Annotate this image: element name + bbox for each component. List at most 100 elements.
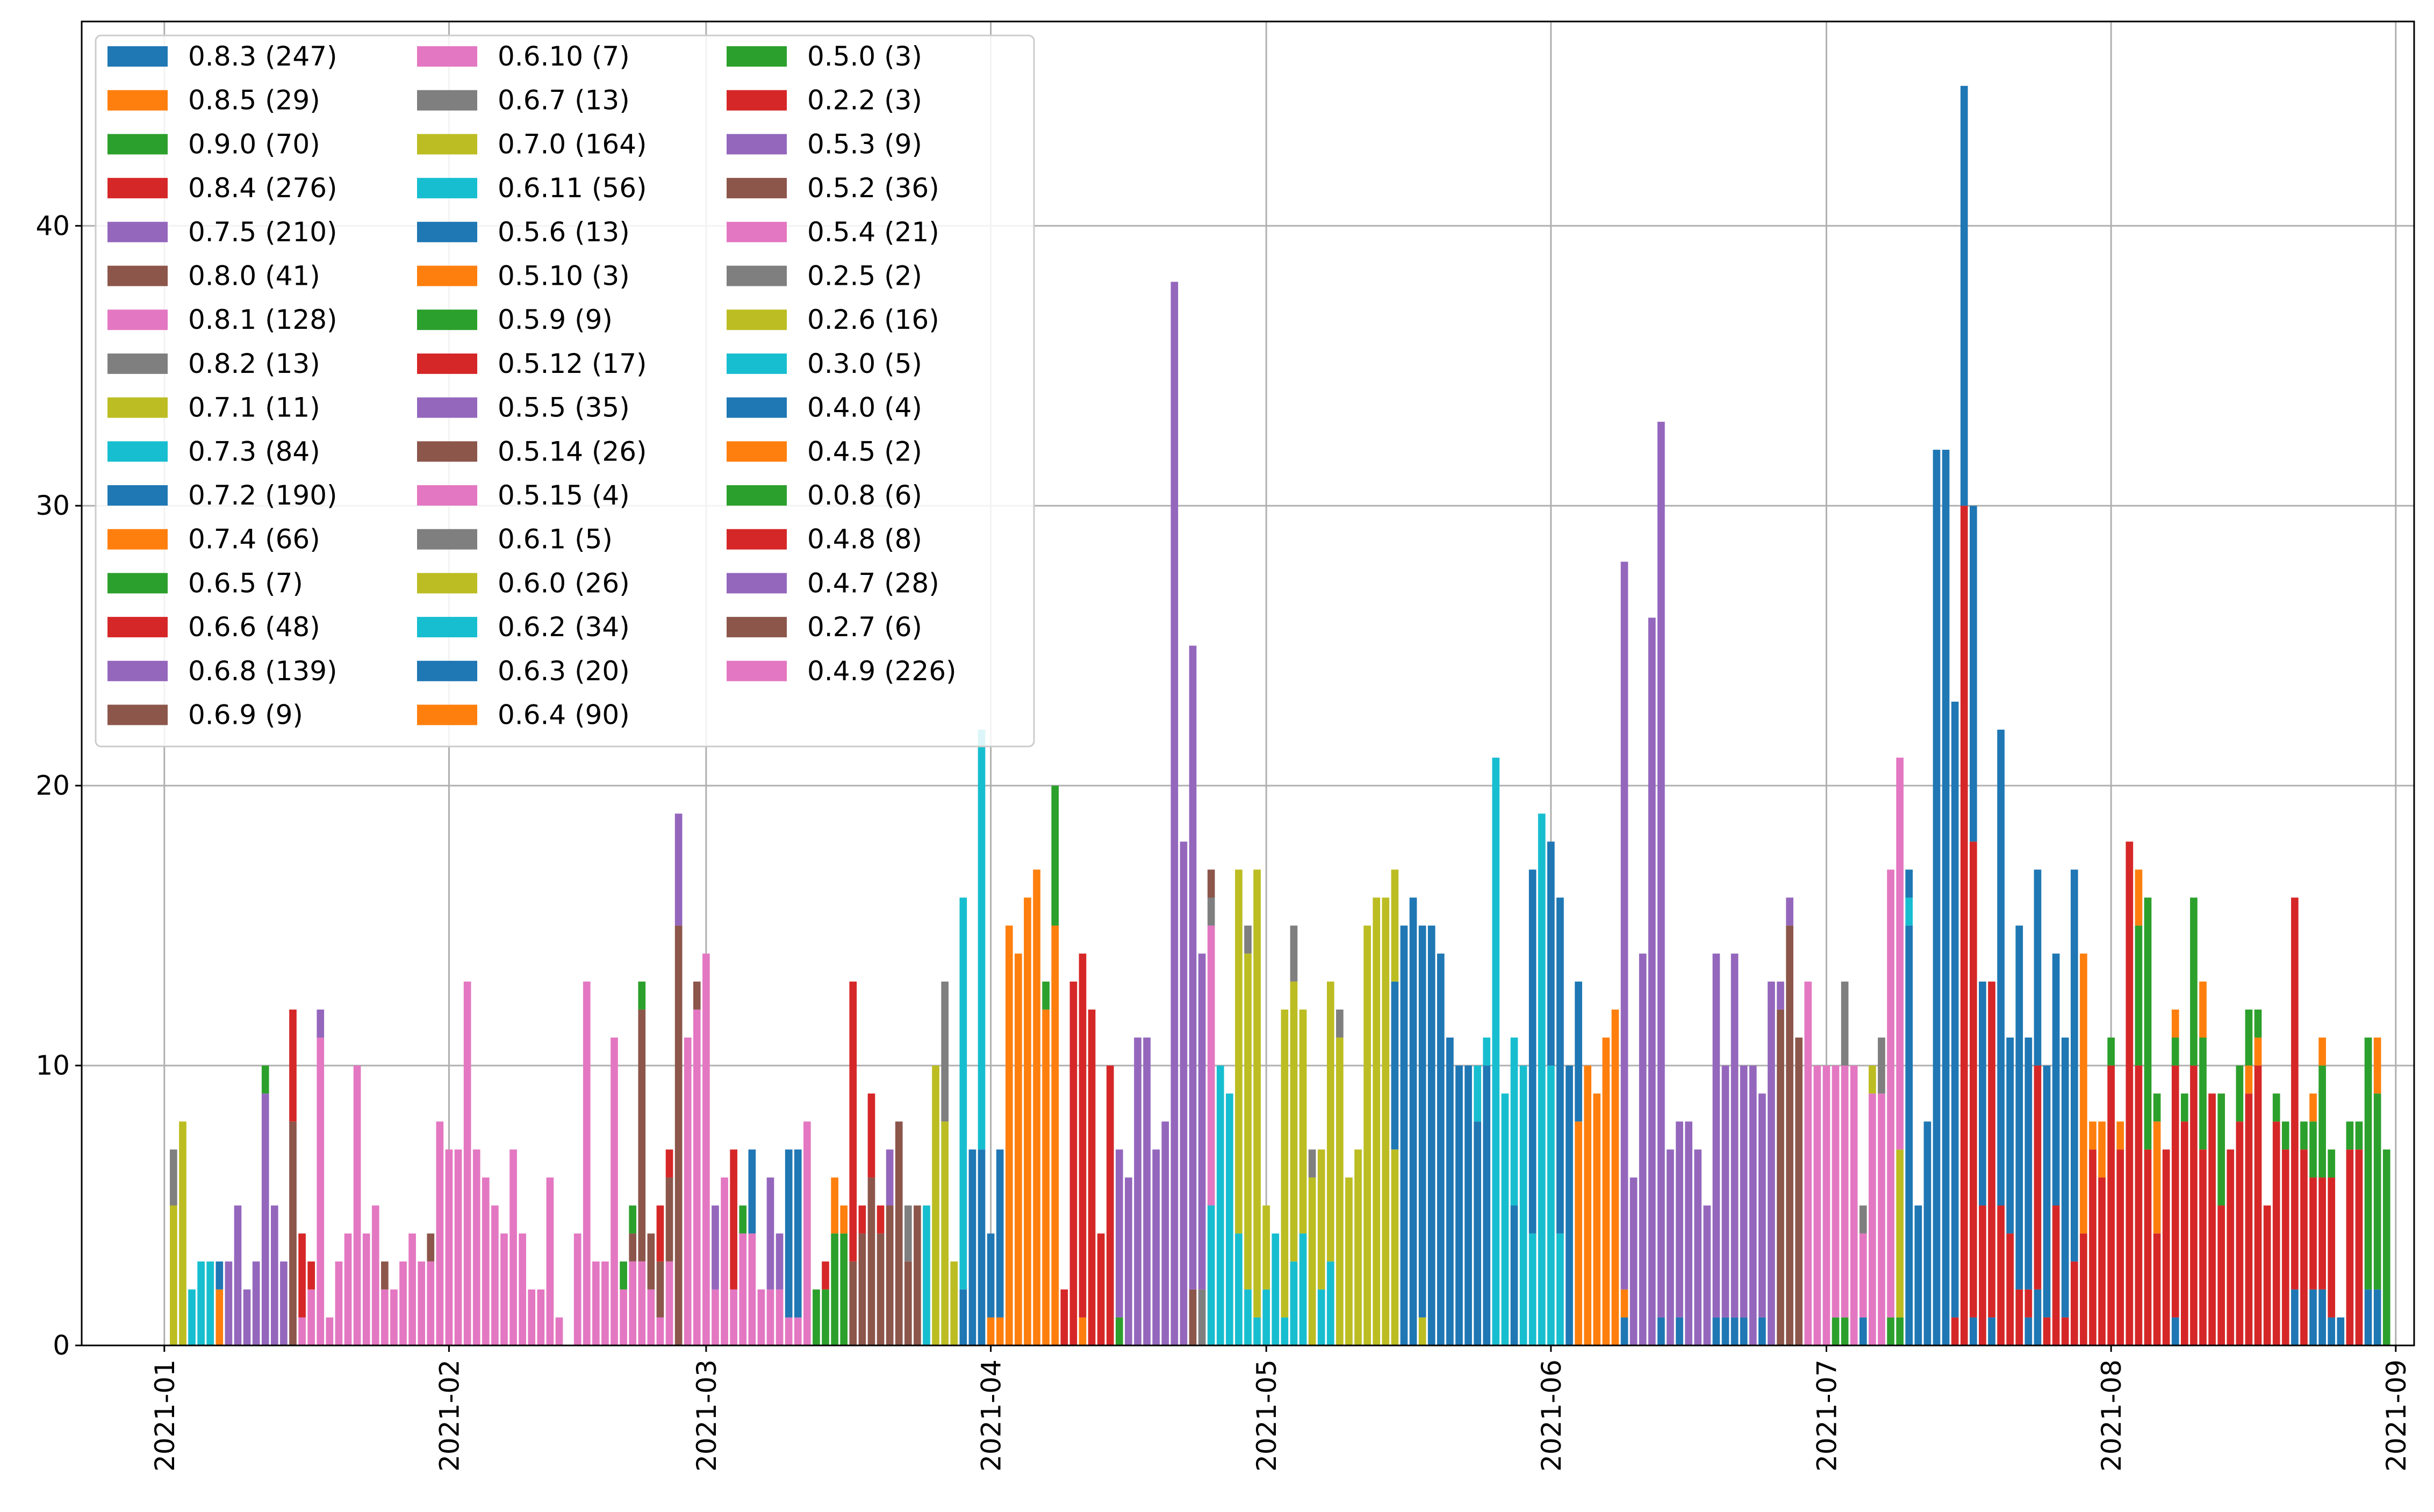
bar-segment <box>2254 1037 2262 1066</box>
legend-label: 0.5.9 (9) <box>498 304 613 335</box>
bar-segment <box>1198 953 1206 1290</box>
bar-segment <box>877 1205 885 1234</box>
bar-segment <box>1115 1317 1123 1345</box>
bar-segment <box>831 1233 838 1345</box>
legend-swatch <box>417 265 477 286</box>
legend-swatch <box>107 529 168 550</box>
bar-segment <box>2080 1233 2087 1345</box>
bar-segment <box>877 1233 885 1345</box>
legend-swatch <box>727 529 787 550</box>
bar-segment <box>1869 1065 1876 1094</box>
bar-segment <box>1510 1037 1518 1206</box>
bar-segment <box>1667 1149 1674 1345</box>
bar-segment <box>1528 869 1536 1234</box>
bar-segment <box>2291 897 2299 1290</box>
bar-segment <box>1363 925 1371 1345</box>
bar-segment <box>1079 953 1087 1317</box>
bar-segment <box>592 1261 600 1345</box>
bar-segment <box>1235 869 1243 1234</box>
bar-segment <box>472 1149 480 1345</box>
bar-segment <box>1474 1065 1481 1122</box>
bar-segment <box>1575 1121 1582 1345</box>
bar-segment <box>721 1177 728 1345</box>
legend-label: 0.4.0 (4) <box>807 392 922 423</box>
bar-segment <box>1207 925 1215 1206</box>
y-tick-label: 30 <box>35 490 70 521</box>
bar-segment <box>2364 1289 2372 1345</box>
bar-segment <box>2309 1093 2317 1122</box>
bar-segment <box>1942 450 1950 1345</box>
bar-segment <box>611 1037 618 1345</box>
bar-segment <box>2364 1037 2372 1290</box>
bar-segment <box>886 1205 894 1345</box>
bar-segment <box>831 1177 838 1234</box>
legend-label: 0.8.0 (41) <box>188 261 320 292</box>
bar-segment <box>289 1121 297 1345</box>
bar-segment <box>2171 1037 2179 1066</box>
legend-swatch <box>727 617 787 638</box>
bar-segment <box>978 1149 986 1345</box>
legend-swatch <box>107 617 168 638</box>
bar-segment <box>371 1205 379 1345</box>
bar-segment <box>1207 869 1215 898</box>
bar-segment <box>1768 981 1775 1345</box>
legend-swatch <box>107 660 168 681</box>
bar-segment <box>840 1205 848 1234</box>
bar-segment <box>1878 1093 1885 1345</box>
bar-segment <box>2245 1009 2253 1066</box>
bar-segment <box>1602 1037 1610 1345</box>
bar-segment <box>179 1121 186 1345</box>
bar-segment <box>730 1149 737 1290</box>
bar-segment <box>620 1289 627 1345</box>
bar-segment <box>408 1233 416 1345</box>
legend-swatch <box>727 485 787 506</box>
bar-segment <box>2245 1093 2253 1345</box>
legend-swatch <box>107 309 168 330</box>
bar-segment <box>2043 1317 2051 1345</box>
bar-segment <box>1079 1317 1087 1345</box>
bar-segment <box>1189 1289 1197 1345</box>
bar-segment <box>1905 925 1913 1345</box>
legend-label: 0.2.2 (3) <box>807 85 922 116</box>
bar-segment <box>1712 953 1720 1317</box>
bar-segment <box>1914 1205 1922 1345</box>
legend-swatch <box>727 265 787 286</box>
bar-segment <box>1804 981 1812 1345</box>
bar-segment <box>629 1261 637 1345</box>
bar-segment <box>2024 1289 2033 1317</box>
bar-segment <box>362 1233 370 1345</box>
bar-segment <box>1951 701 1959 1317</box>
legend-swatch <box>107 485 168 506</box>
bar-segment <box>2126 841 2134 1345</box>
legend-label: 0.8.5 (29) <box>188 85 320 116</box>
bar-segment <box>1299 1233 1307 1345</box>
bar-segment <box>1611 1009 1619 1345</box>
bar-segment <box>381 1261 389 1290</box>
legend-label: 0.8.4 (276) <box>188 172 338 204</box>
bar-segment <box>2281 1121 2289 1150</box>
bar-segment <box>1519 1065 1527 1345</box>
bar-segment <box>2190 897 2198 1066</box>
bar-segment <box>849 1261 857 1345</box>
legend-label: 0.3.0 (5) <box>807 348 922 379</box>
bar-segment <box>1253 869 1261 1317</box>
bar-segment <box>1235 1233 1243 1345</box>
bar-segment <box>2171 1065 2179 1317</box>
legend-label: 0.4.8 (8) <box>807 524 922 555</box>
bar-segment <box>234 1205 242 1345</box>
legend-swatch <box>417 660 477 681</box>
bar-segment <box>1391 1149 1399 1345</box>
bar-segment <box>2153 1093 2161 1122</box>
bar-segment <box>1859 1205 1867 1234</box>
bar-segment <box>1051 786 1059 926</box>
bar-segment <box>2328 1149 2336 1178</box>
bar-segment <box>2144 1149 2152 1345</box>
bar-segment <box>822 1289 829 1345</box>
legend-swatch <box>107 397 168 418</box>
bar-segment <box>2034 869 2042 1066</box>
bar-segment <box>2061 1037 2069 1317</box>
bar-segment <box>1731 1317 1739 1345</box>
bar-segment <box>1336 1037 1344 1345</box>
bar-segment <box>2098 1177 2106 1345</box>
bar-segment <box>1115 1149 1123 1317</box>
